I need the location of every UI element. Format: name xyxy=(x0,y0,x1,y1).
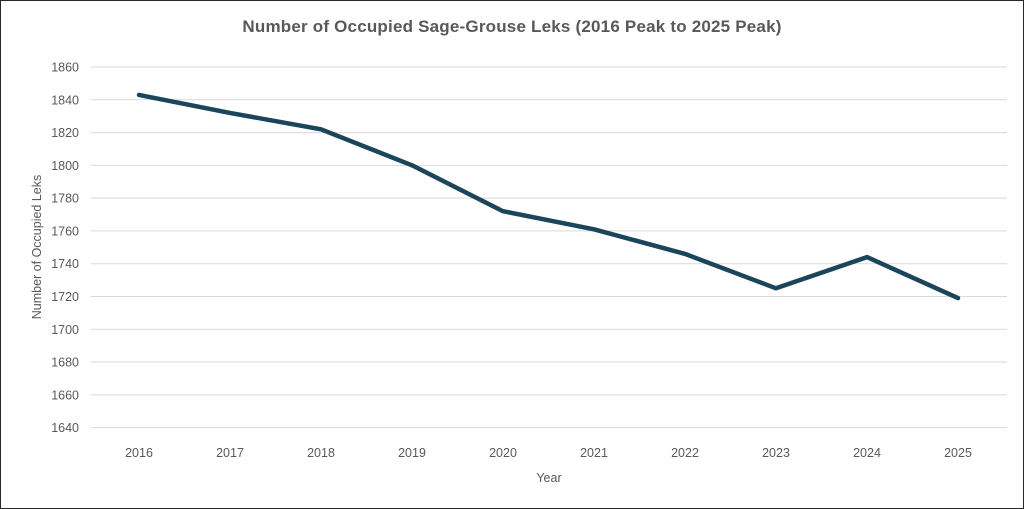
y-tick-label: 1640 xyxy=(51,421,79,435)
y-tick-label: 1820 xyxy=(51,126,79,140)
y-tick-label: 1680 xyxy=(51,356,79,370)
x-tick-label: 2021 xyxy=(580,446,608,460)
x-tick-label: 2022 xyxy=(671,446,699,460)
x-tick-label: 2019 xyxy=(398,446,426,460)
x-tick-label: 2023 xyxy=(762,446,790,460)
y-tick-label: 1700 xyxy=(51,323,79,337)
y-tick-label: 1740 xyxy=(51,257,79,271)
x-axis-title: Year xyxy=(536,471,562,485)
y-tick-label: 1720 xyxy=(51,290,79,304)
x-tick-label: 2018 xyxy=(307,446,335,460)
x-tick-label: 2016 xyxy=(125,446,153,460)
chart-title: Number of Occupied Sage-Grouse Leks (201… xyxy=(242,17,782,36)
y-tick-label: 1760 xyxy=(51,224,79,238)
x-tick-label: 2025 xyxy=(944,446,972,460)
y-tick-label: 1860 xyxy=(51,61,79,75)
series-line xyxy=(136,92,961,301)
y-tick-label: 1800 xyxy=(51,159,79,173)
y-tick-label: 1780 xyxy=(51,192,79,206)
x-tick-label: 2024 xyxy=(853,446,881,460)
x-tick-label: 2020 xyxy=(489,446,517,460)
x-tick-label: 2017 xyxy=(216,446,244,460)
y-tick-label: 1660 xyxy=(51,388,79,402)
y-tick-label: 1840 xyxy=(51,93,79,107)
